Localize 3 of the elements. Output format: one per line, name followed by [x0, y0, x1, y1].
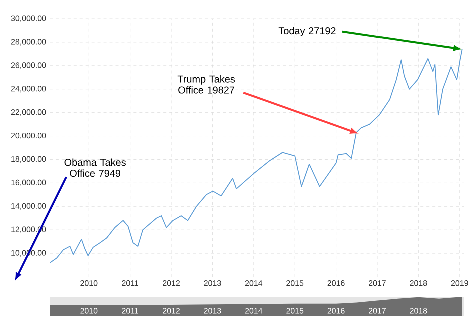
- annotation: Today 27192: [278, 27, 336, 37]
- annotation: Trump Takes Office 19827: [178, 76, 236, 94]
- annotation: Obama Takes Office 7949: [64, 158, 126, 178]
